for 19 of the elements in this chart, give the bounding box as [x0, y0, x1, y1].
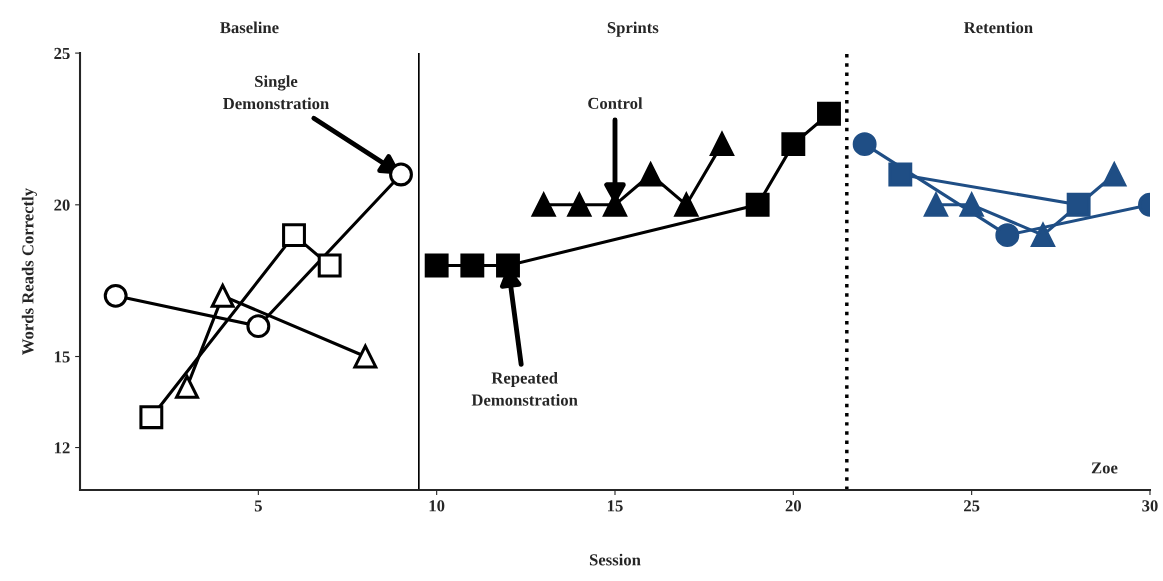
y-tick-label: 20 [54, 199, 70, 211]
y-axis-title: Words Reads Correctly [21, 188, 37, 355]
x-tick-label: 5 [254, 500, 262, 512]
text: Sprints [607, 21, 659, 37]
y-tick-label: 15 [54, 351, 70, 363]
x-tick-label: 10 [429, 500, 445, 512]
x-tick-label: 20 [785, 500, 802, 512]
annotation: Repeated Demonstration [471, 371, 578, 406]
x-tick-label: 15 [608, 500, 623, 512]
annotation: Zoe [1091, 462, 1118, 474]
annotation: Single Demonstration [223, 75, 329, 110]
x-tick-label: 25 [964, 500, 980, 512]
x-tick-label: 30 [1142, 500, 1158, 512]
y-tick-label: 12 [54, 442, 70, 454]
y-tick-label: 25 [54, 47, 70, 60]
annotation: Control [588, 97, 643, 109]
text: Retention [963, 21, 1033, 34]
x-axis-title: Session [589, 553, 641, 566]
text: Baseline [220, 21, 279, 34]
